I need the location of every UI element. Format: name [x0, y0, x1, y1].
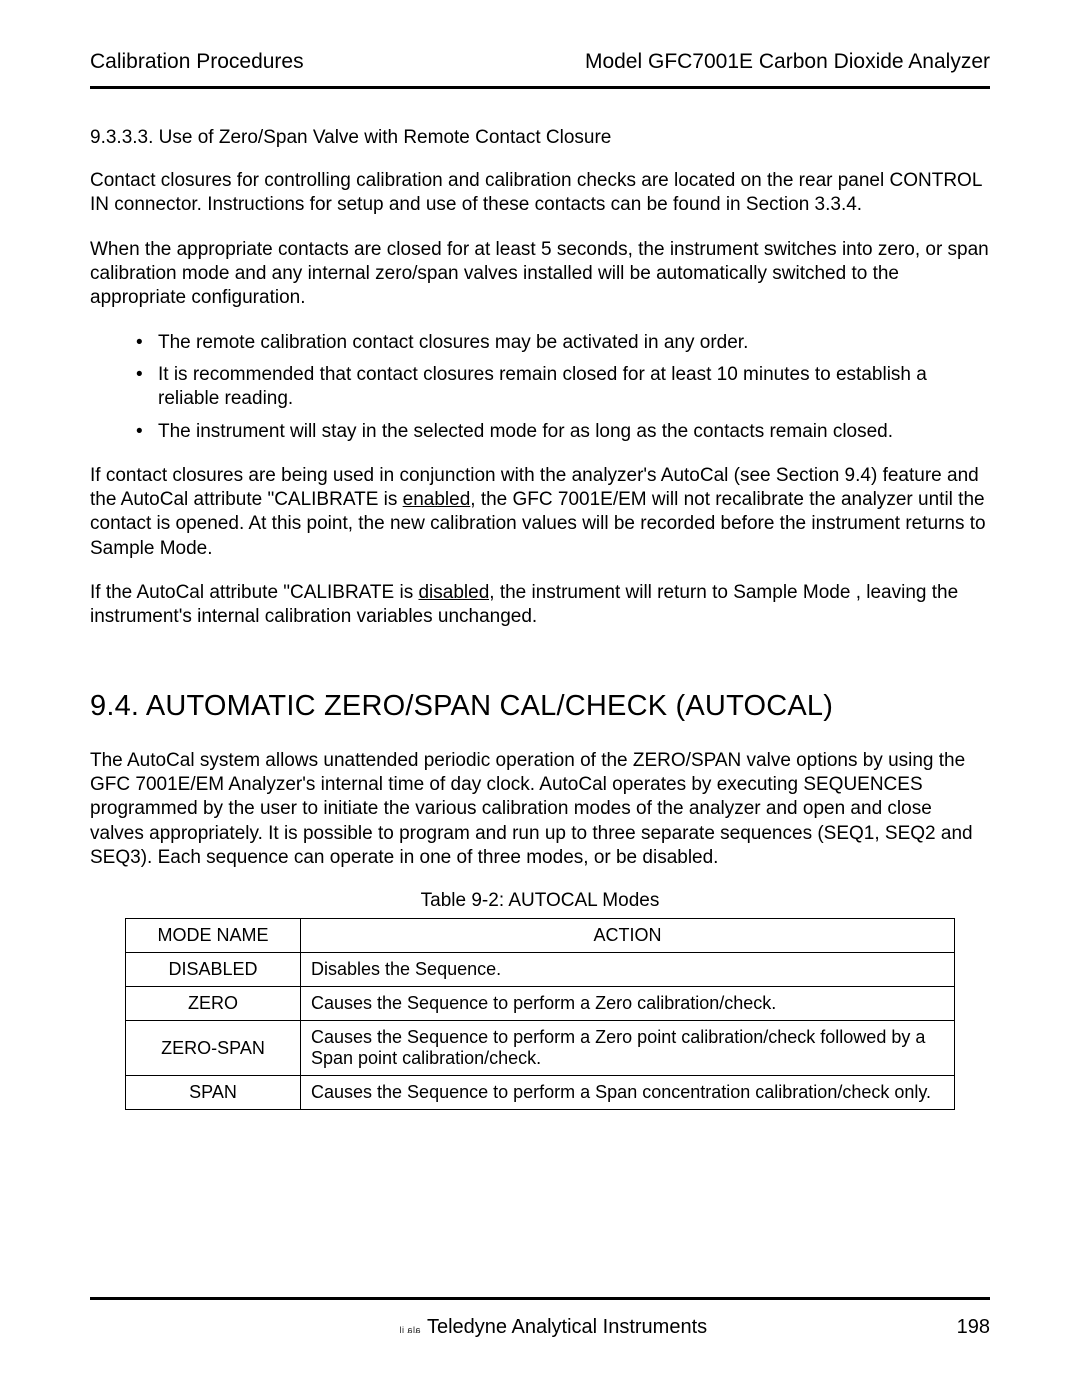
footer-mark: ala il: [399, 1325, 421, 1335]
bullet-list: The remote calibration contact closures …: [136, 331, 990, 444]
table-cell-mode: DISABLED: [126, 953, 301, 987]
para4-underline: disabled,: [418, 582, 494, 603]
para3-underline: enabled: [403, 489, 471, 510]
subsection-title-text: Use of Zero/Span Valve with Remote Conta…: [159, 127, 612, 148]
para4-part-a: If the AutoCal attribute "CALIBRATE is: [90, 582, 418, 603]
footer-rule: [90, 1297, 990, 1300]
table-header-action: ACTION: [301, 919, 955, 953]
table-cell-action: Causes the Sequence to perform a Span co…: [301, 1076, 955, 1110]
bullet-item: It is recommended that contact closures …: [136, 363, 990, 412]
header-right: Model GFC7001E Carbon Dioxide Analyzer: [585, 50, 990, 74]
subsection-heading: 9.3.3.3. Use of Zero/Span Valve with Rem…: [90, 127, 990, 149]
table-cell-mode: ZERO-SPAN: [126, 1021, 301, 1076]
page-footer: ala il Teledyne Analytical Instruments 1…: [90, 1297, 990, 1339]
table-row: ZERO-SPAN Causes the Sequence to perform…: [126, 1021, 955, 1076]
table-row: ZERO Causes the Sequence to perform a Ze…: [126, 987, 955, 1021]
section-title-text: AUTOMATIC ZERO/SPAN CAL/CHECK (AUTOCAL): [146, 690, 833, 722]
autocal-modes-table: MODE NAME ACTION DISABLED Disables the S…: [125, 918, 955, 1110]
paragraph-3: If contact closures are being used in co…: [90, 464, 990, 561]
table-row: DISABLED Disables the Sequence.: [126, 953, 955, 987]
footer-center: ala il Teledyne Analytical Instruments: [399, 1316, 707, 1339]
bullet-item: The instrument will stay in the selected…: [136, 420, 990, 444]
paragraph-1: Contact closures for controlling calibra…: [90, 169, 990, 218]
section-number: 9.4.: [90, 690, 139, 722]
bullet-item: The remote calibration contact closures …: [136, 331, 990, 355]
page: Calibration Procedures Model GFC7001E Ca…: [0, 0, 1080, 1397]
page-header: Calibration Procedures Model GFC7001E Ca…: [90, 50, 990, 84]
header-left: Calibration Procedures: [90, 50, 304, 74]
paragraph-2: When the appropriate contacts are closed…: [90, 238, 990, 311]
footer-company: Teledyne Analytical Instruments: [427, 1316, 707, 1339]
section-heading: 9.4. AUTOMATIC ZERO/SPAN CAL/CHECK (AUTO…: [90, 690, 990, 723]
paragraph-4: If the AutoCal attribute "CALIBRATE is d…: [90, 581, 990, 630]
table-cell-action: Causes the Sequence to perform a Zero po…: [301, 1021, 955, 1076]
table-row: SPAN Causes the Sequence to perform a Sp…: [126, 1076, 955, 1110]
table-cell-mode: SPAN: [126, 1076, 301, 1110]
footer-line: ala il Teledyne Analytical Instruments 1…: [90, 1316, 990, 1339]
table-header-row: MODE NAME ACTION: [126, 919, 955, 953]
header-rule: [90, 86, 990, 89]
subsection-number: 9.3.3.3.: [90, 127, 153, 148]
paragraph-5: The AutoCal system allows unattended per…: [90, 749, 990, 871]
table-caption: Table 9-2: AUTOCAL Modes: [90, 890, 990, 912]
table-cell-action: Causes the Sequence to perform a Zero ca…: [301, 987, 955, 1021]
footer-page-number: 198: [957, 1316, 990, 1339]
table-header-mode: MODE NAME: [126, 919, 301, 953]
table-cell-action: Disables the Sequence.: [301, 953, 955, 987]
table-cell-mode: ZERO: [126, 987, 301, 1021]
